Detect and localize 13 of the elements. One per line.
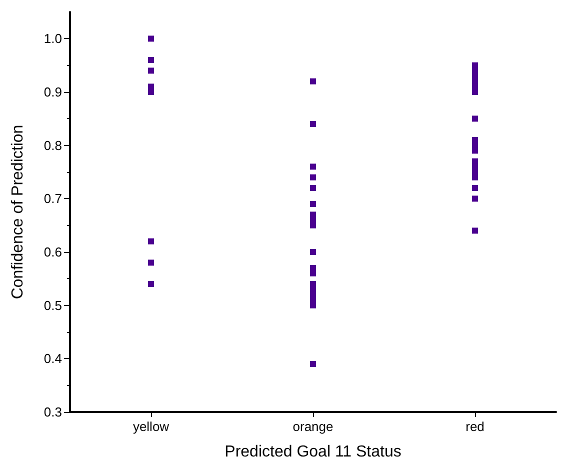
y-tick-label: 0.9	[44, 84, 62, 100]
x-tick-label: red	[466, 419, 484, 434]
y-axis-title: Confidence of Prediction	[10, 124, 26, 300]
y-tick-label: 0.7	[44, 191, 62, 206]
y-tick-label: 0.5	[44, 298, 62, 313]
y-tick-label: 0.6	[44, 244, 62, 260]
x-tick-label: yellow	[132, 419, 170, 434]
x-axis-title: Predicted Goal 11 Status	[224, 444, 402, 460]
x-tick-label: orange	[292, 419, 334, 434]
y-tick-label: 0.3	[44, 404, 62, 420]
y-tick-label: 0.4	[44, 351, 62, 366]
y-tick-label: 1.0	[44, 31, 62, 46]
y-tick-label: 0.8	[44, 138, 62, 153]
